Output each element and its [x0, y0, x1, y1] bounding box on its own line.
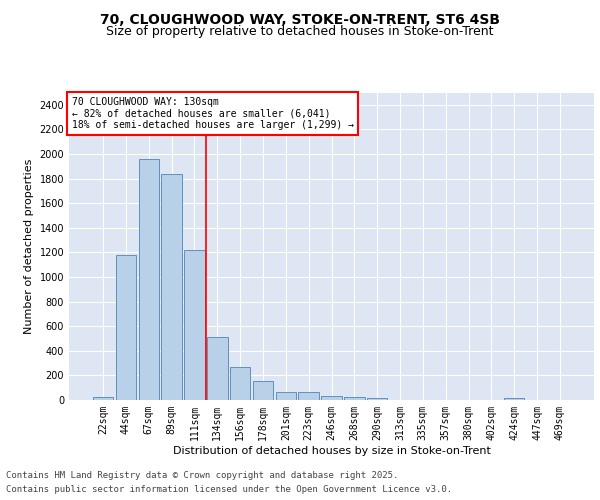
Text: Contains public sector information licensed under the Open Government Licence v3: Contains public sector information licen…	[6, 484, 452, 494]
Bar	[367, 398, 388, 400]
Text: 70, CLOUGHWOOD WAY, STOKE-ON-TRENT, ST6 4SB: 70, CLOUGHWOOD WAY, STOKE-ON-TRENT, ST6 …	[100, 13, 500, 27]
Bar	[298, 392, 319, 400]
Bar	[93, 397, 113, 400]
Text: Contains HM Land Registry data © Crown copyright and database right 2025.: Contains HM Land Registry data © Crown c…	[6, 472, 398, 480]
X-axis label: Distribution of detached houses by size in Stoke-on-Trent: Distribution of detached houses by size …	[173, 446, 490, 456]
Bar	[207, 336, 227, 400]
Bar	[116, 256, 136, 400]
Bar	[139, 159, 159, 400]
Bar	[230, 367, 250, 400]
Text: 70 CLOUGHWOOD WAY: 130sqm
← 82% of detached houses are smaller (6,041)
18% of se: 70 CLOUGHWOOD WAY: 130sqm ← 82% of detac…	[71, 97, 353, 130]
Bar	[184, 250, 205, 400]
Bar	[161, 174, 182, 400]
Text: Size of property relative to detached houses in Stoke-on-Trent: Size of property relative to detached ho…	[106, 24, 494, 38]
Bar	[321, 396, 342, 400]
Bar	[275, 392, 296, 400]
Y-axis label: Number of detached properties: Number of detached properties	[24, 158, 34, 334]
Bar	[504, 398, 524, 400]
Bar	[344, 397, 365, 400]
Bar	[253, 381, 273, 400]
